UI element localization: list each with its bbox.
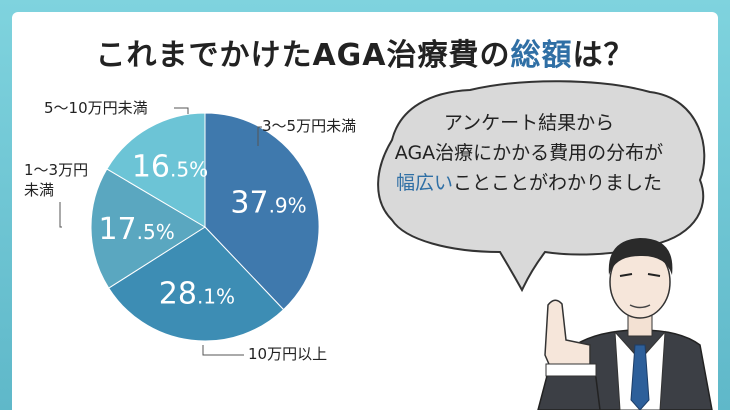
- leader-line: [257, 126, 262, 146]
- title-accent: 総額: [510, 38, 573, 73]
- slice-label-1-3man-line1: 1〜3万円: [24, 161, 89, 179]
- speech-bubble: [377, 80, 706, 293]
- bubble-line-2: AGA治療にかかる費用の分布が: [394, 142, 664, 164]
- slice-label-10man-plus: 10万円以上: [248, 345, 328, 363]
- slice-label-5-10man: 5〜10万円未満: [44, 99, 148, 117]
- leader-line: [174, 107, 189, 114]
- bubble-highlight: 幅広い: [395, 172, 453, 194]
- pie-slice: [108, 226, 285, 342]
- bubble-line-3-rest: ことことがわかりました: [453, 172, 663, 194]
- slice-label-1-3man-line2: 未満: [24, 181, 55, 199]
- pie-slice: [204, 112, 320, 311]
- title-end: は？: [572, 38, 635, 73]
- leader-line: [59, 202, 62, 228]
- slice-label-1-3man: 1〜3万円 未満: [24, 160, 88, 200]
- slice-value-label: 28.1%: [159, 277, 235, 312]
- pie-chart: 37.9% 28.1% 17.5% 16.5%: [59, 107, 320, 356]
- slice-value-label: 16.5%: [132, 150, 208, 185]
- page-title: これまでかけたAGA治療費の総額は？: [12, 30, 718, 74]
- slice-value-label: 37.9%: [230, 186, 306, 221]
- pie-slice: [106, 112, 206, 228]
- bubble-text: アンケート結果から AGA治療にかかる費用の分布が 幅広いことことがわかりました: [374, 108, 684, 198]
- slice-label-3-5man: 3〜5万円未満: [262, 117, 357, 135]
- title-text: これまでかけたAGA治療費の: [95, 38, 511, 73]
- slice-value-label: 17.5%: [98, 212, 174, 247]
- bubble-line-1: アンケート結果から: [443, 112, 615, 134]
- leader-line: [202, 345, 244, 356]
- businessman-illustration: [537, 238, 713, 410]
- bubble-line-3: 幅広いことことがわかりました: [374, 168, 684, 198]
- pie-slice: [90, 168, 206, 289]
